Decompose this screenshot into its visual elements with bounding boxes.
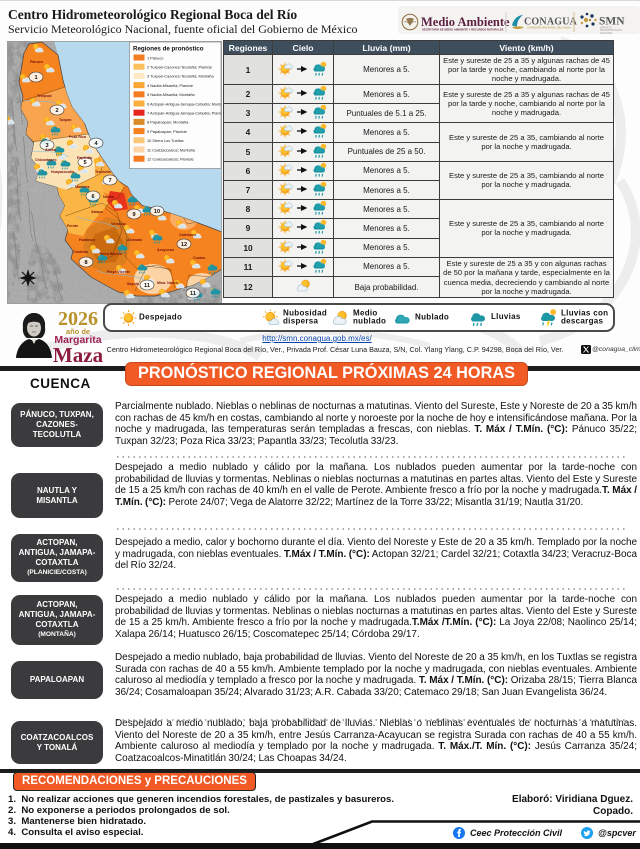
svg-text:Acayucan: Acayucan: [157, 248, 174, 252]
svg-text:8 Papaloapan; Montaña: 8 Papaloapan; Montaña: [147, 120, 189, 125]
svg-text:2 Tuxpan-Cazones-Tecolutla; Pl: 2 Tuxpan-Cazones-Tecolutla; Planicie: [147, 65, 212, 70]
svg-text:7: 7: [108, 178, 111, 184]
svg-text:SMN: SMN: [599, 16, 625, 28]
svg-text:9 Papaloapan; Planicie: 9 Papaloapan; Planicie: [147, 129, 187, 134]
svg-text:Nautla: Nautla: [103, 195, 115, 199]
svg-text:1: 1: [34, 75, 37, 81]
svg-text:Chicontepec: Chicontepec: [35, 158, 57, 162]
svg-text:11: 11: [190, 291, 196, 297]
svg-text:NACIONAL: NACIONAL: [600, 32, 613, 35]
svg-text:Alvarado: Alvarado: [127, 238, 143, 242]
svg-text:Huatusco: Huatusco: [79, 238, 96, 242]
svg-text:10 Sierra Los Tuxtlas: 10 Sierra Los Tuxtlas: [147, 138, 184, 143]
svg-text:10: 10: [154, 209, 160, 215]
svg-text:Pánuco: Pánuco: [30, 60, 44, 64]
svg-text:Martínez: Martínez: [75, 185, 90, 189]
svg-text:Coatza.: Coatza.: [193, 256, 206, 260]
svg-text:Catemaco: Catemaco: [179, 233, 197, 237]
svg-text:Tuxpan: Tuxpan: [59, 118, 72, 122]
svg-text:Xalapa: Xalapa: [91, 210, 104, 214]
svg-text:8: 8: [84, 260, 87, 266]
svg-text:11 Coatzacoalcos; Montaña: 11 Coatzacoalcos; Montaña: [147, 147, 196, 152]
svg-text:3 Tuxpan-Cazones-Tecolutla; Mo: 3 Tuxpan-Cazones-Tecolutla; Montaña: [147, 74, 214, 79]
svg-text:CONAGUA: CONAGUA: [524, 17, 578, 28]
svg-text:SECRETARÍA DE MEDIO AMBIENTE Y: SECRETARÍA DE MEDIO AMBIENTE Y RECURSOS …: [422, 27, 504, 32]
svg-text:4: 4: [94, 141, 98, 147]
svg-text:Álamo: Álamo: [45, 147, 57, 152]
svg-text:Tempoal: Tempoal: [37, 94, 52, 98]
svg-text:Veracruz: Veracruz: [111, 222, 126, 226]
svg-text:1 Pánuco: 1 Pánuco: [147, 55, 163, 60]
svg-text:Poza Rica: Poza Rica: [69, 135, 87, 139]
svg-text:6: 6: [91, 194, 94, 200]
svg-text:5 Nautla-Misantla; Montaña: 5 Nautla-Misantla; Montaña: [147, 92, 195, 97]
svg-text:Papantla: Papantla: [77, 156, 93, 160]
svg-text:11: 11: [144, 283, 150, 289]
svg-text:7 Actopan-Antigua-Jamapa-Cotax: 7 Actopan-Antigua-Jamapa-Cotaxtla; Plani…: [147, 111, 222, 116]
svg-text:4 Nautla-Misantla; Planicie: 4 Nautla-Misantla; Planicie: [147, 83, 193, 88]
svg-text:12 Coatzacoalcos; Planicie: 12 Coatzacoalcos; Planicie: [147, 157, 194, 162]
svg-text:3: 3: [45, 143, 48, 149]
svg-text:SERVICIO: SERVICIO: [600, 27, 612, 30]
svg-text:Córdoba: Córdoba: [73, 250, 89, 254]
svg-text:Mina. Nanch.: Mina. Nanch.: [157, 281, 179, 285]
svg-text:9: 9: [132, 212, 135, 218]
svg-text:Perote: Perote: [67, 224, 78, 228]
svg-text:COMISIÓN NACIONAL DEL AGUA: COMISIÓN NACIONAL DEL AGUA: [527, 25, 571, 30]
svg-text:5: 5: [83, 160, 86, 166]
svg-text:Tecolutla: Tecolutla: [95, 170, 112, 174]
svg-text:12: 12: [181, 242, 187, 248]
svg-text:Playa Vicente: Playa Vicente: [107, 270, 130, 274]
svg-text:Tierra Blanca: Tierra Blanca: [99, 252, 123, 256]
svg-text:METEOROLÓGICO: METEOROLÓGICO: [600, 29, 622, 32]
svg-text:Medio Ambiente: Medio Ambiente: [421, 15, 510, 29]
svg-text:Regiones de pronóstico: Regiones de pronóstico: [133, 46, 204, 53]
svg-text:Sayula: Sayula: [127, 282, 140, 286]
svg-text:2: 2: [55, 108, 58, 114]
svg-text:Huayacocotla: Huayacocotla: [51, 170, 75, 174]
svg-text:6 Actopan-Antigua-Jamapa-Cotax: 6 Actopan-Antigua-Jamapa-Cotaxtla; Monta…: [147, 101, 222, 106]
